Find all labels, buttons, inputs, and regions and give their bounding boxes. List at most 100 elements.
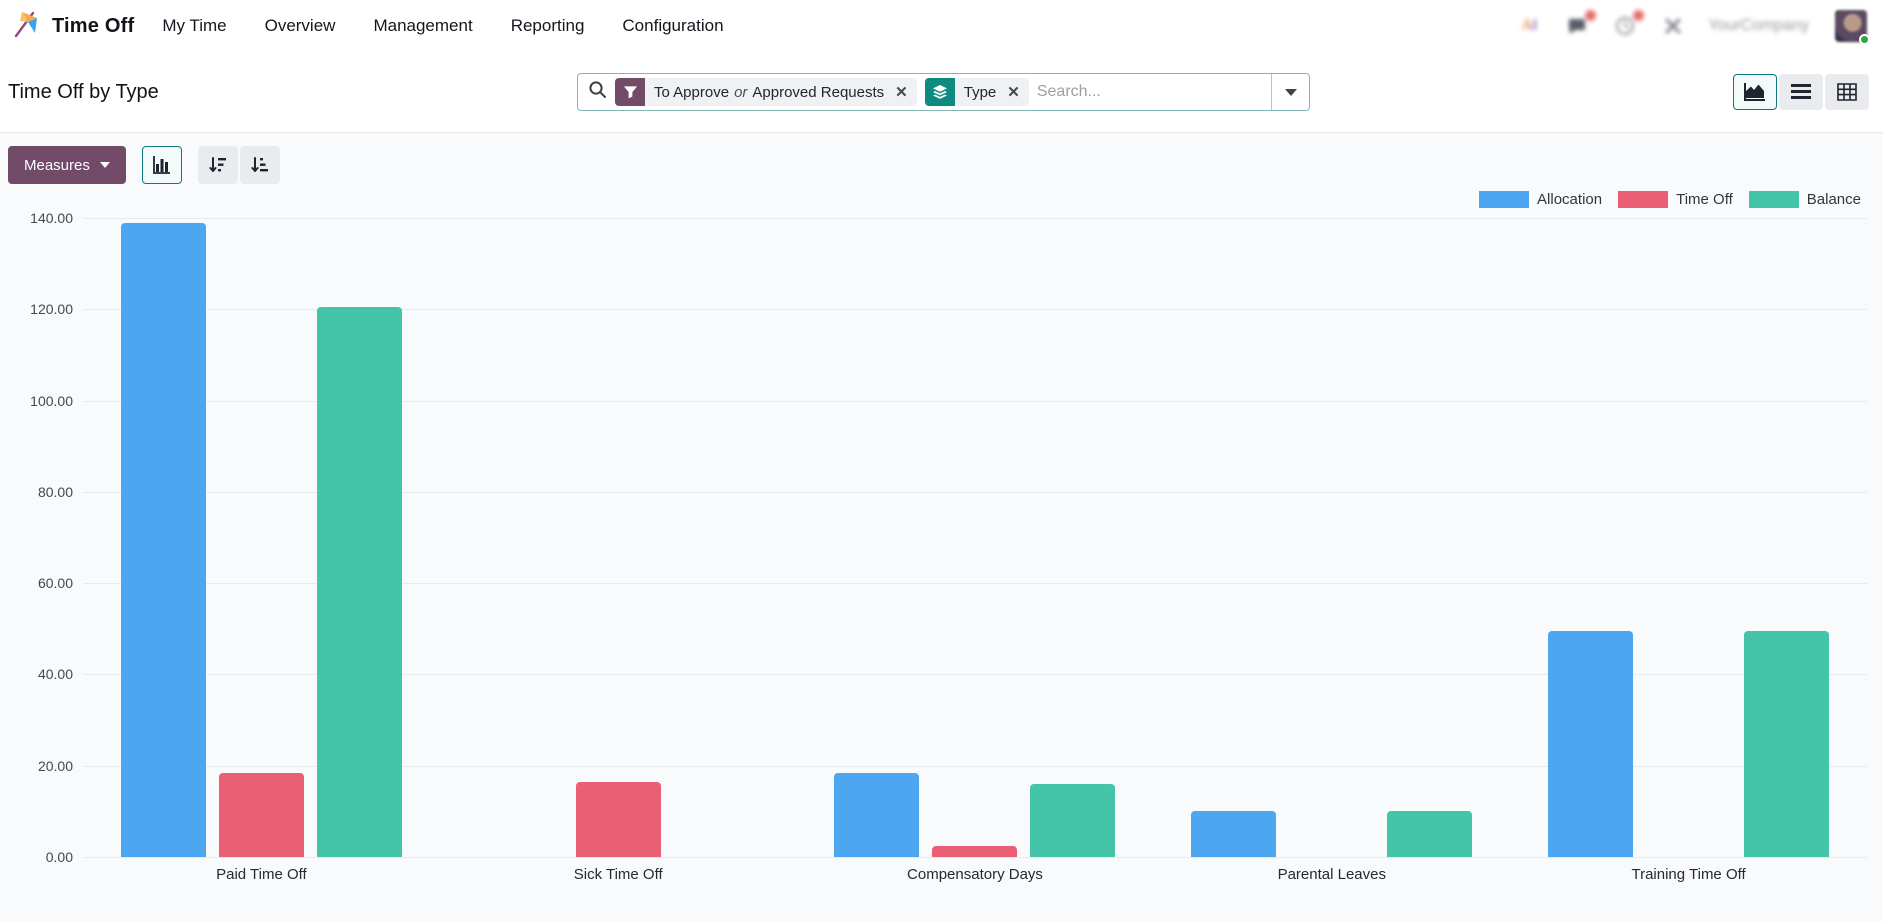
clock-icon[interactable]: [1612, 8, 1647, 39]
bar-balance[interactable]: [316, 307, 402, 857]
menu-configuration[interactable]: Configuration: [622, 16, 724, 35]
bar-group: [440, 218, 797, 857]
bar-chart-icon: [152, 156, 170, 174]
category-label: Sick Time Off: [573, 866, 663, 883]
filter-facet-label: To Approve or Approved Requests: [654, 83, 885, 101]
chart-legend: Allocation Time Off Balance: [20, 188, 1861, 210]
sort-descending-button[interactable]: [197, 146, 238, 184]
menu-reporting[interactable]: Reporting: [510, 16, 585, 35]
bar-group: [1153, 218, 1510, 857]
bar-allocation[interactable]: [120, 222, 206, 857]
menu-overview[interactable]: Overview: [264, 16, 336, 35]
legend-item-time-off[interactable]: Time Off: [1618, 190, 1733, 208]
bar-allocation[interactable]: [1191, 811, 1277, 857]
control-panel: Time Off by Type To Approve or Approved …: [0, 52, 1883, 132]
menu-my-time[interactable]: My Time: [162, 16, 227, 35]
legend-item-balance[interactable]: Balance: [1748, 190, 1861, 208]
x-axis: Paid Time Off Sick Time Off Compensatory D…: [83, 866, 1867, 883]
y-tick-label: 120.00: [30, 301, 73, 318]
graph-view-button[interactable]: [1733, 74, 1777, 110]
gridline: [83, 765, 1867, 767]
ai-icon[interactable]: AI: [1521, 17, 1538, 34]
bar-time-off[interactable]: [932, 845, 1018, 857]
view-switcher: [1733, 74, 1869, 110]
pivot-table-icon: [1837, 83, 1857, 101]
bar-balance[interactable]: [1387, 811, 1473, 857]
gridline: [83, 400, 1867, 402]
bar-allocation[interactable]: [1548, 631, 1634, 857]
gridline: [83, 674, 1867, 676]
sort-ascending-button[interactable]: [239, 146, 280, 184]
category-label: Compensatory Days: [907, 866, 1043, 883]
list-icon: [1791, 84, 1811, 99]
content-area: Measures: [0, 133, 1883, 922]
bar-balance[interactable]: [1744, 631, 1830, 857]
list-view-button[interactable]: [1779, 74, 1823, 110]
search-bar[interactable]: To Approve or Approved Requests ✕ Type ✕: [577, 73, 1310, 111]
chat-icon[interactable]: [1564, 8, 1599, 39]
menu-management[interactable]: Management: [373, 16, 473, 35]
page-title: Time Off by Type: [8, 80, 159, 103]
y-tick-label: 140.00: [30, 210, 73, 226]
panel-divider: [0, 132, 1883, 133]
bar-chart-mode-button[interactable]: [141, 146, 182, 184]
chat-badge: [1583, 8, 1599, 23]
legend-item-allocation[interactable]: Allocation: [1479, 190, 1602, 208]
search-dropdown-toggle[interactable]: [1271, 74, 1309, 110]
category-label: Paid Time Off: [216, 866, 307, 883]
sort-descending-icon: [209, 157, 226, 172]
y-tick-label: 80.00: [37, 483, 73, 500]
app-logo-icon: [12, 9, 42, 44]
bar-allocation[interactable]: [834, 772, 920, 857]
area-chart-icon: [1744, 83, 1765, 101]
search-icon: [588, 80, 607, 104]
gridline: [83, 309, 1867, 311]
category-label: Training Time Off: [1631, 866, 1746, 883]
bar-group: [797, 218, 1154, 857]
y-tick-label: 60.00: [37, 575, 73, 592]
user-avatar[interactable]: [1835, 10, 1870, 45]
bar-chart: Allocation Time Off Balance 140.00 120.00…: [20, 188, 1867, 883]
gridline: [83, 491, 1867, 493]
y-tick-label: 20.00: [37, 757, 73, 774]
bar-group: [83, 218, 440, 857]
chevron-down-icon: [99, 162, 110, 168]
filter-facet[interactable]: To Approve or Approved Requests ✕: [615, 78, 917, 106]
main-menu: My Time Overview Management Reporting Co…: [160, 10, 725, 42]
gridline: [83, 218, 1867, 219]
sort-buttons: [197, 146, 280, 184]
x-icon[interactable]: [1660, 13, 1686, 39]
bar-time-off[interactable]: [218, 772, 304, 857]
legend-swatch: [1748, 190, 1799, 208]
company-name[interactable]: YourCompany: [1708, 17, 1809, 34]
chevron-down-icon: [1284, 88, 1297, 96]
y-tick-label: 40.00: [37, 666, 73, 683]
plot-area: [83, 218, 1867, 858]
systray: AI YourCompany: [1516, 8, 1870, 45]
activity-badge: [1631, 8, 1647, 23]
category-label: Parental Leaves: [1277, 866, 1386, 883]
gridline: [83, 857, 1867, 858]
y-tick-label: 100.00: [30, 392, 73, 409]
app-name: Time Off: [52, 14, 135, 37]
graph-toolbar: Measures: [8, 146, 1883, 184]
groupby-facet-label: Type: [963, 83, 997, 101]
legend-swatch: [1479, 190, 1530, 208]
remove-groupby-facet-icon[interactable]: ✕: [1007, 84, 1020, 101]
online-status-dot: [1859, 34, 1870, 45]
y-axis: 140.00 120.00 100.00 80.00 60.00 40.00 20.00 0.…: [20, 210, 83, 865]
search-input[interactable]: [1036, 83, 1271, 101]
measures-button[interactable]: Measures: [8, 146, 126, 184]
layers-icon: [924, 78, 955, 106]
pivot-view-button[interactable]: [1825, 74, 1869, 110]
filter-icon: [615, 78, 645, 106]
legend-swatch: [1618, 190, 1669, 208]
bar-time-off[interactable]: [575, 781, 661, 857]
app-switcher[interactable]: Time Off: [12, 9, 134, 44]
groupby-facet[interactable]: Type ✕: [924, 78, 1029, 106]
sort-ascending-icon: [251, 157, 268, 172]
bar-group: [1510, 218, 1867, 857]
remove-filter-facet-icon[interactable]: ✕: [895, 84, 908, 101]
top-navbar: Time Off My Time Overview Management Rep…: [0, 0, 1883, 52]
bar-balance[interactable]: [1030, 783, 1116, 857]
